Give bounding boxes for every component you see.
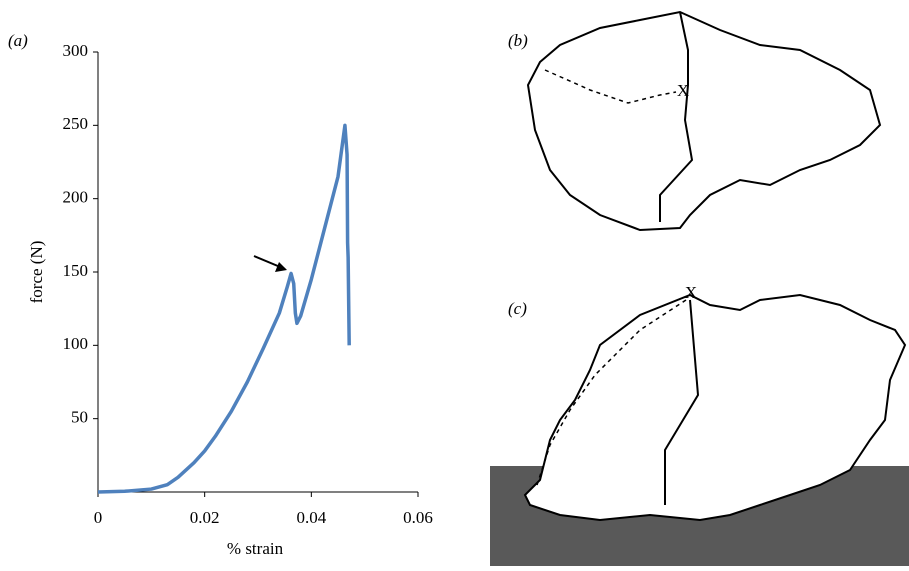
y-tick-label: 50 [71, 408, 88, 427]
figure: (a) % strain force (N) (b) X (c) X 50 100… [0, 0, 909, 566]
x-marker: X [685, 283, 697, 302]
arrow [254, 256, 287, 272]
x-tick-label: 0.06 [403, 508, 433, 527]
panel-label: (c) [508, 299, 527, 318]
x-axis-label: % strain [227, 539, 284, 558]
panel-label: (b) [508, 31, 528, 50]
y-tick-label: 150 [63, 261, 89, 280]
line-series [98, 125, 349, 492]
y-tick-label: 200 [63, 188, 89, 207]
y-tick-label: 100 [63, 334, 89, 353]
y-tick-label: 250 [63, 114, 89, 133]
x-tick-label: 0 [94, 508, 103, 527]
dashed-crack [545, 70, 676, 103]
x-marker: X [677, 81, 689, 100]
y-axis-label: force (N) [27, 241, 46, 304]
x-tick-label: 0.02 [190, 508, 220, 527]
panel-label: (a) [8, 31, 28, 50]
rock-outline [528, 12, 880, 230]
y-tick-label: 300 [63, 41, 89, 60]
crack [660, 12, 692, 222]
x-tick-label: 0.04 [296, 508, 326, 527]
